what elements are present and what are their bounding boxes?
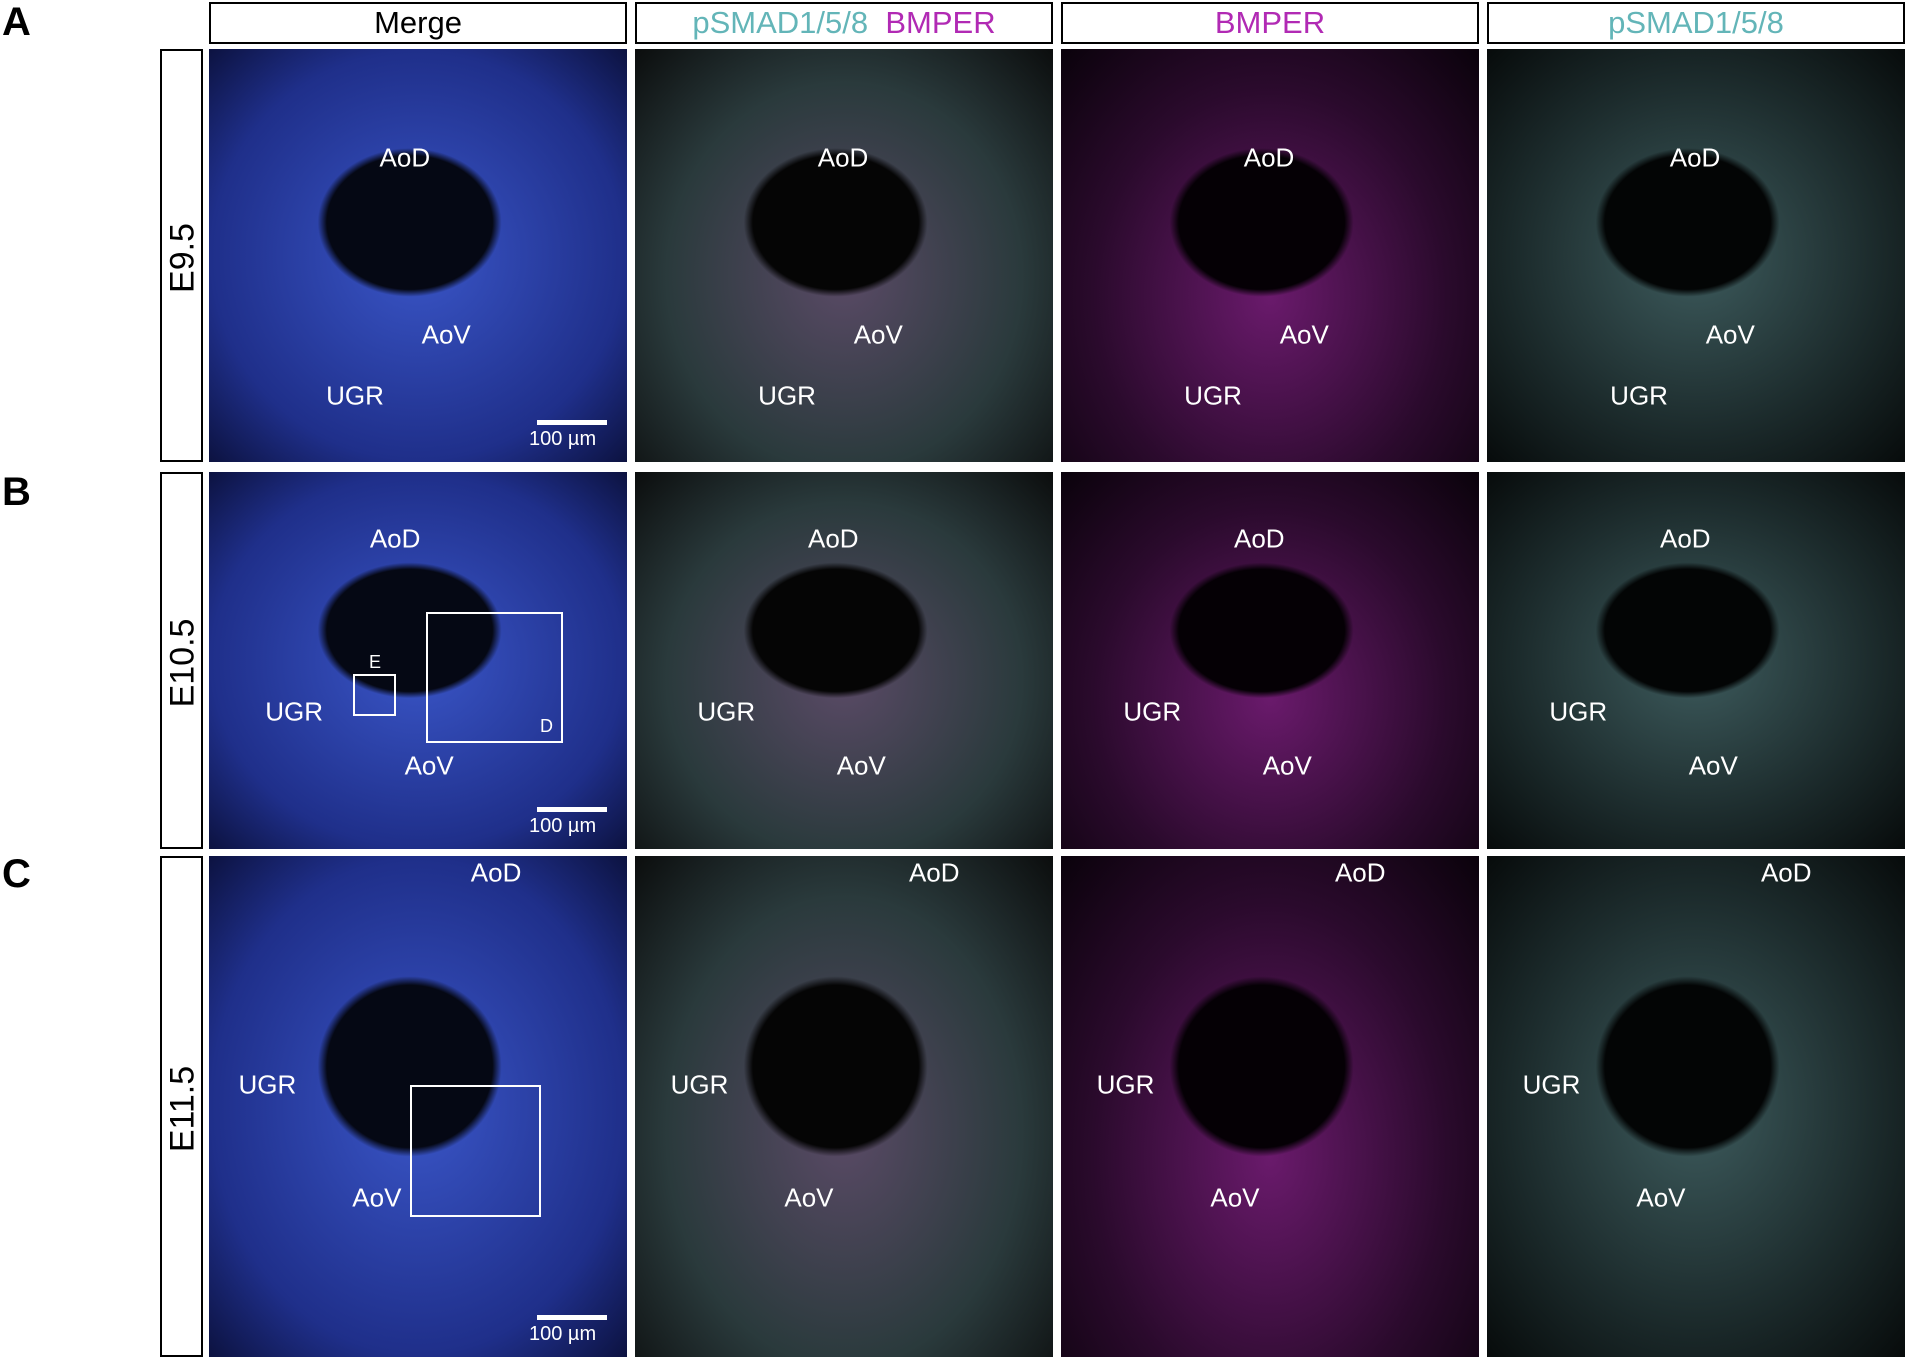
image-panel: AoD AoV UGR — [635, 856, 1053, 1357]
region-label: UGR — [1522, 1069, 1581, 1100]
region-label: AoV — [853, 319, 903, 350]
stage-box: E9.5 — [160, 49, 203, 462]
panel-letter: C — [2, 852, 31, 896]
column-header: BMPER — [1061, 2, 1479, 44]
stage-label: E9.5 — [163, 222, 202, 293]
scale-bar — [537, 807, 607, 812]
image-panel: AoD AoV UGR — [635, 472, 1053, 849]
region-label: AoV — [421, 319, 471, 350]
stage-label: E11.5 — [163, 1065, 202, 1152]
region-label: AoD — [1659, 523, 1711, 554]
scale-bar-label: 100 µm — [529, 815, 597, 837]
region-label: UGR — [1123, 696, 1182, 727]
image-panel: AoD AoV UGR — [1061, 472, 1479, 849]
region-label: AoD — [470, 857, 522, 888]
image-panel: AoD AoV UGR — [1487, 472, 1905, 849]
image-panel: AoD AoV UGR — [1487, 49, 1905, 462]
region-label: AoV — [1279, 319, 1329, 350]
inset-box: E — [353, 652, 396, 716]
scale-bar — [537, 1315, 607, 1320]
region-label: AoD — [1233, 523, 1285, 554]
region-label: AoD — [1760, 857, 1812, 888]
stage-box: E11.5 — [160, 856, 203, 1357]
region-label: AoV — [1636, 1182, 1686, 1213]
image-panel: AoD AoV UGR — [1061, 49, 1479, 462]
image-panel: AoD AoV UGR — [635, 49, 1053, 462]
column-header: pSMAD1/5/8 BMPER — [635, 2, 1053, 44]
region-label: UGR — [758, 380, 816, 411]
header-text: Merge — [374, 5, 462, 40]
scale-bar-label: 100 µm — [529, 428, 597, 450]
header-text: BMPER — [1214, 5, 1326, 40]
image-panel: AoD AoV UGR — [1061, 856, 1479, 1357]
region-label: AoV — [1262, 750, 1312, 781]
scale-bar-label: 100 µm — [529, 1323, 597, 1345]
region-label: AoV — [1688, 750, 1738, 781]
header-text: pSMAD1/5/8 — [1608, 5, 1784, 40]
region-label: UGR — [265, 696, 324, 727]
region-label: AoD — [817, 142, 869, 173]
region-label: AoV — [1705, 319, 1755, 350]
image-panel: AoD AoV UGR 100 µm — [209, 856, 627, 1357]
region-label: UGR — [238, 1069, 297, 1100]
inset-label: E — [369, 652, 382, 672]
panel-letter: A — [2, 0, 31, 44]
header-text: BMPER — [885, 5, 996, 40]
image-panel: AoD AoV UGR 100 µm — [209, 49, 627, 462]
region-label: AoV — [836, 750, 886, 781]
stage-box: E10.5 — [160, 472, 203, 849]
region-label: AoD — [1669, 142, 1721, 173]
inset-box: D — [426, 612, 563, 743]
region-label: UGR — [1096, 1069, 1155, 1100]
column-header: Merge — [209, 2, 627, 44]
region-label: AoD — [807, 523, 859, 554]
region-label: AoV — [352, 1182, 402, 1213]
region-label: AoV — [404, 750, 454, 781]
region-label: AoV — [1210, 1182, 1260, 1213]
inset-label: D — [540, 716, 553, 736]
region-label: AoD — [379, 142, 431, 173]
header-text: pSMAD1/5/8 — [692, 5, 869, 40]
region-label: AoV — [784, 1182, 834, 1213]
region-label: UGR — [1184, 380, 1242, 411]
region-label: UGR — [670, 1069, 729, 1100]
region-label: AoD — [1243, 142, 1295, 173]
region-label: AoD — [369, 523, 421, 554]
region-label: AoD — [908, 857, 960, 888]
region-label: UGR — [697, 696, 756, 727]
column-header: pSMAD1/5/8 — [1487, 2, 1905, 44]
region-label: UGR — [326, 380, 384, 411]
panel-letter: B — [2, 470, 31, 514]
region-label: AoD — [1334, 857, 1386, 888]
image-panel: AoD AoV UGR 100 µm E D — [209, 472, 627, 849]
inset-box — [410, 1085, 541, 1217]
region-label: UGR — [1610, 380, 1668, 411]
scale-bar — [537, 420, 607, 425]
stage-label: E10.5 — [163, 618, 202, 707]
image-panel: AoD AoV UGR — [1487, 856, 1905, 1357]
region-label: UGR — [1549, 696, 1608, 727]
